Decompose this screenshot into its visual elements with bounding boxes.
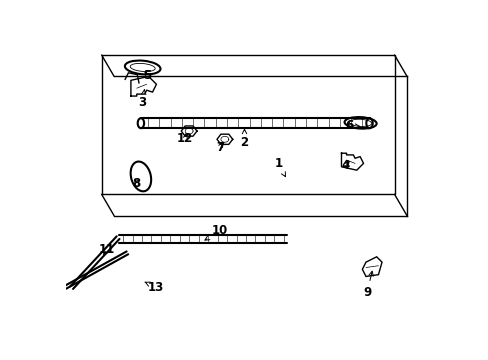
Text: 5: 5 — [143, 69, 151, 82]
Text: 3: 3 — [138, 90, 146, 109]
Text: 4: 4 — [341, 159, 349, 172]
Text: 6: 6 — [345, 119, 359, 132]
Text: 12: 12 — [176, 132, 193, 145]
Text: 2: 2 — [240, 129, 248, 149]
Text: 13: 13 — [144, 281, 163, 294]
Text: 8: 8 — [132, 177, 140, 190]
Text: 1: 1 — [274, 157, 285, 177]
Text: 9: 9 — [362, 271, 372, 299]
Text: 11: 11 — [99, 243, 115, 256]
Text: 7: 7 — [216, 141, 224, 154]
Text: 10: 10 — [204, 224, 228, 240]
